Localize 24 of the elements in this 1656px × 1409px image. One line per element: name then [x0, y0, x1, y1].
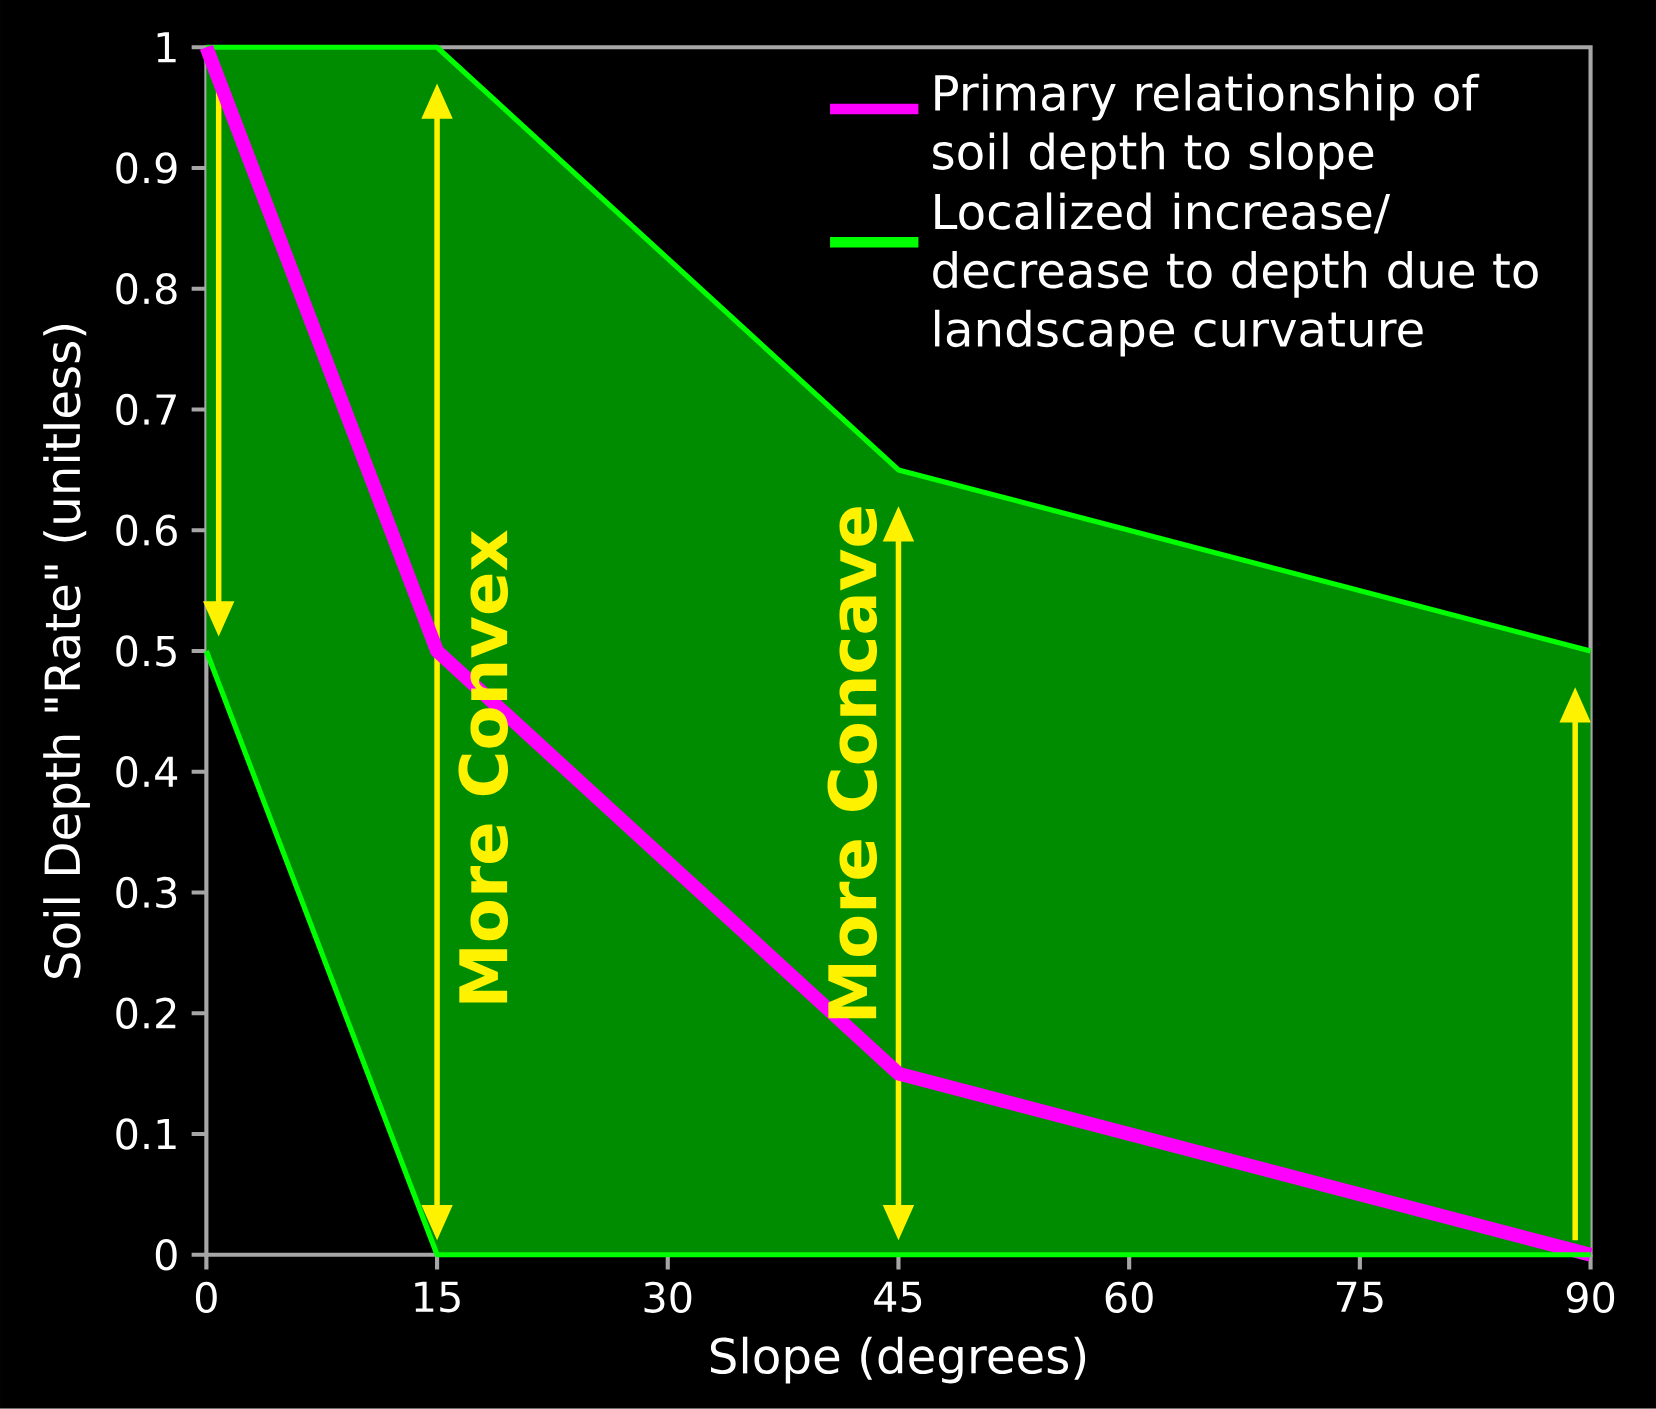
x-tick-label: 60 — [1105, 1281, 1153, 1314]
x-axis-title: Slope (degrees) — [710, 1336, 1086, 1384]
y-tick-label: 0.5 — [116, 635, 176, 667]
y-tick-label: 0.8 — [116, 273, 177, 305]
y-tick-label: 0 — [155, 1239, 177, 1271]
y-tick-label: 0.1 — [116, 1118, 176, 1150]
x-tick-label: 30 — [644, 1281, 692, 1314]
x-tick-label: 90 — [1566, 1281, 1615, 1314]
y-tick-label: 1 — [157, 32, 176, 63]
legend-label: Localized increase/ decrease to depth due to landscape curvature — [933, 192, 1538, 357]
x-tick-label: 15 — [415, 1281, 460, 1313]
x-tick-label: 75 — [1336, 1281, 1383, 1313]
y-tick-label: 0.9 — [116, 152, 177, 184]
annotation: More Concave — [827, 507, 878, 1019]
y-tick-label: 0.2 — [116, 997, 176, 1030]
annotation: More Convex — [458, 530, 509, 1003]
y-tick-label: 0.3 — [116, 876, 177, 909]
y-tick-label: 0.7 — [116, 393, 176, 426]
y-axis-title: Soil Depth "Rate" (unitless) — [43, 325, 90, 979]
x-tick-label: 45 — [874, 1281, 922, 1313]
legend-label: Primary relationship of soil depth to slope — [933, 73, 1480, 180]
x-tick-label: 0 — [195, 1281, 217, 1314]
y-tick-label: 0.4 — [116, 756, 178, 788]
y-tick-label: 0.6 — [116, 514, 177, 547]
